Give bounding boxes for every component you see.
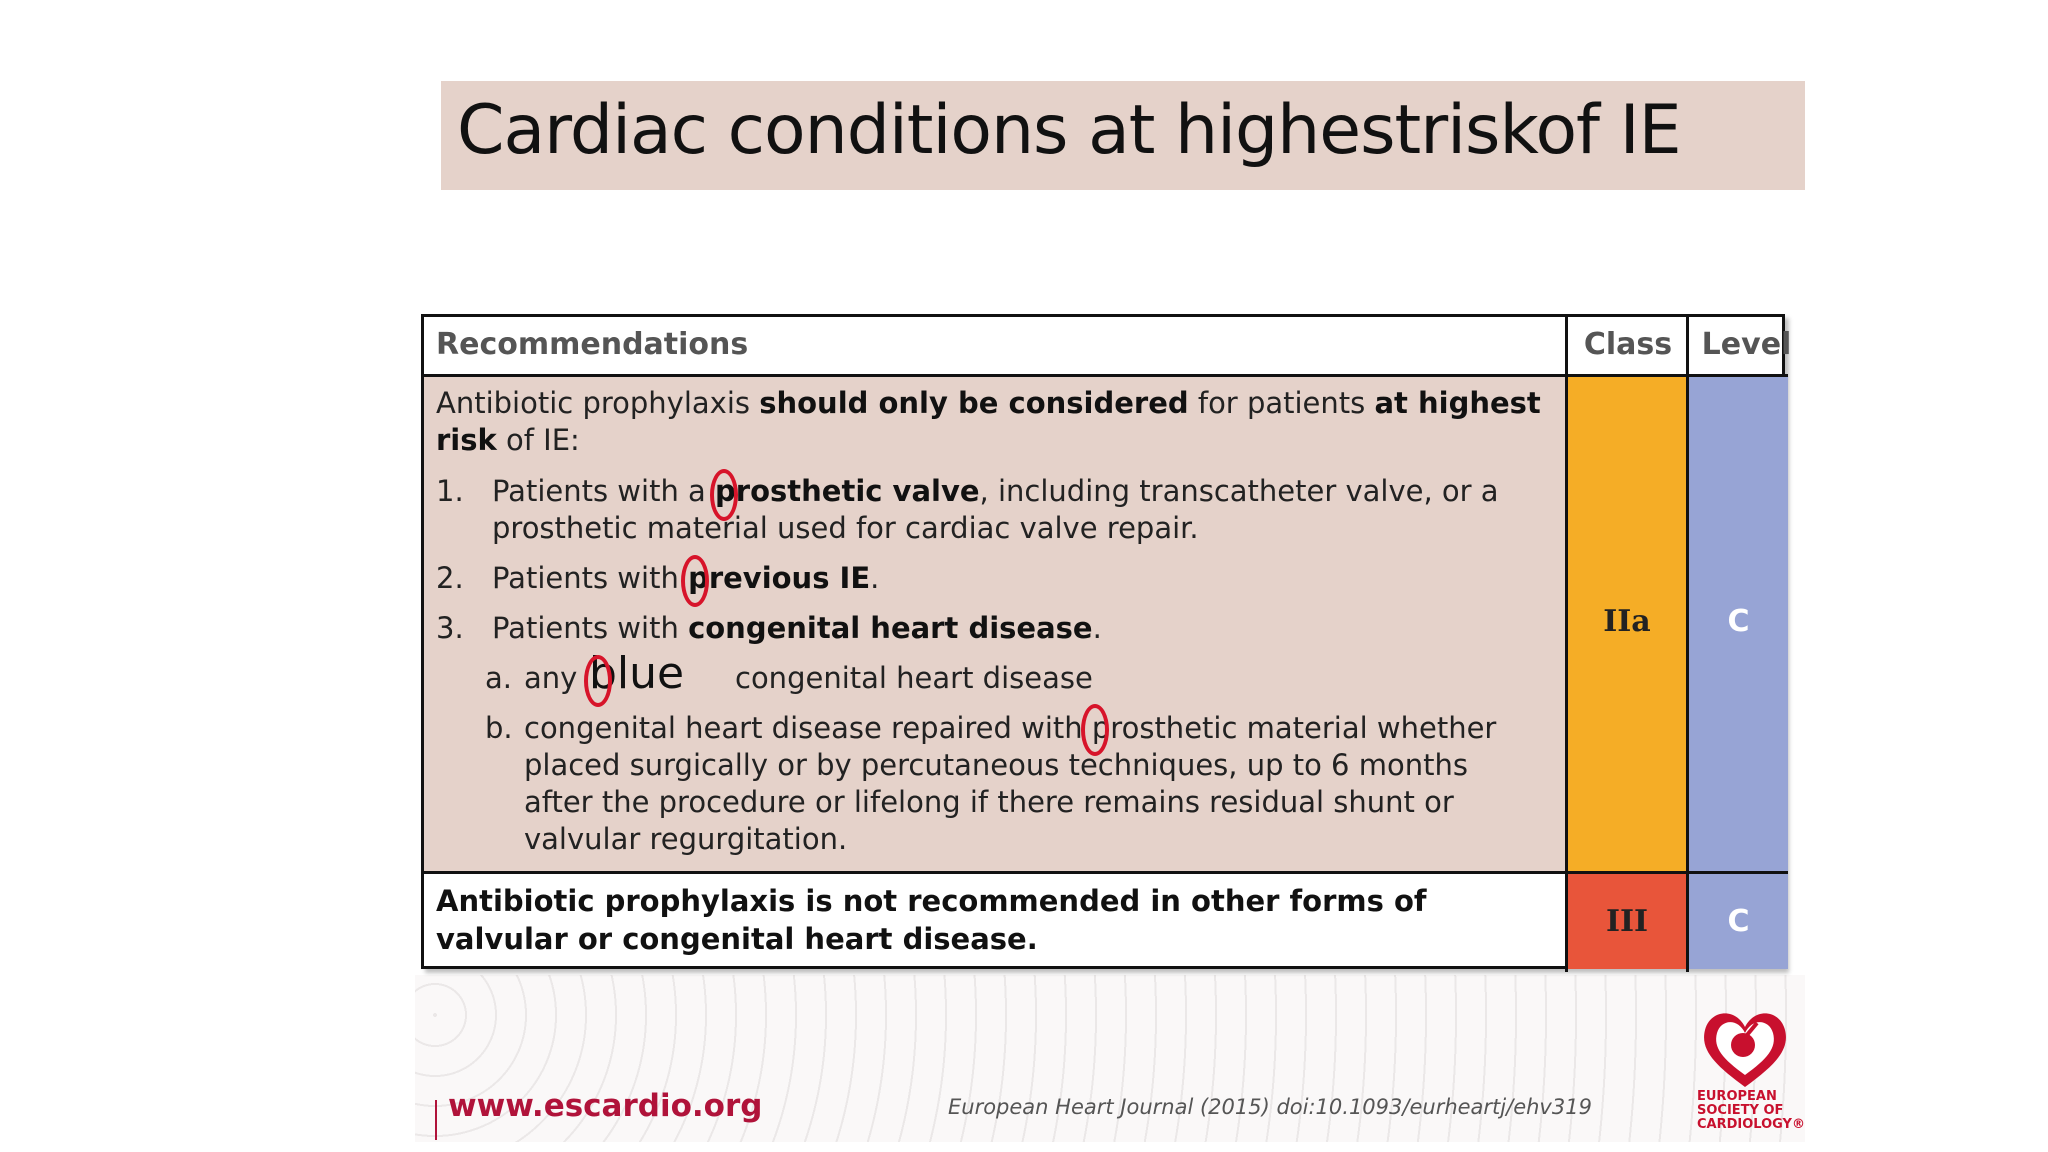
item2-pre: Patients with <box>492 561 689 595</box>
esc-logo-text: EUROPEAN SOCIETY OF CARDIOLOGY® <box>1697 1090 1805 1132</box>
item3-bold: congenital heart disease <box>688 611 1093 645</box>
esc-logo-line-3: CARDIOLOGY® <box>1697 1117 1805 1132</box>
item1-bold: prosthetic valve <box>715 474 980 508</box>
header-recommendations: Recommendations <box>436 327 749 362</box>
row1-intro: Antibiotic prophylaxis should only be co… <box>436 385 1561 459</box>
header-class: Class <box>1583 327 1673 362</box>
esc-logo-line-2: SOCIETY OF <box>1697 1103 1784 1118</box>
row2-class-value: III <box>1605 904 1649 939</box>
annotation-circle <box>584 655 612 707</box>
subitem-a-any: any <box>524 661 578 695</box>
esc-logo-line-1: EUROPEAN <box>1697 1089 1777 1104</box>
subitem-b-text: congenital heart disease repaired with p… <box>524 711 1497 856</box>
row1-level-value: C <box>1727 604 1750 639</box>
row2-level-cell <box>1689 874 1788 969</box>
item1-number: 1. <box>436 474 464 508</box>
item2-number: 2. <box>436 561 464 595</box>
intro-bold: at highest risk <box>436 386 1541 457</box>
slide-title-bar: Cardiac conditions at highestriskof IE <box>441 81 1805 190</box>
footer-url-link[interactable]: www.escardio.org <box>448 1088 763 1124</box>
item3-pre: Patients with <box>492 611 689 645</box>
row1-class-cell <box>1568 377 1686 871</box>
row1-class-value: IIa <box>1603 604 1651 639</box>
item2-text: Patients with previous IE. <box>492 560 879 597</box>
item2-post: . <box>870 561 880 595</box>
item3-post: . <box>1092 611 1102 645</box>
subitem-a-label: a. <box>485 661 512 695</box>
row2-class-cell <box>1568 874 1686 969</box>
col-divider-1 <box>1565 317 1568 972</box>
annotation-circle <box>681 555 709 607</box>
row1-level-cell <box>1689 377 1788 871</box>
item3-number: 3. <box>436 611 464 645</box>
header-level: Level <box>1701 327 1792 362</box>
esc-heart-logo-icon <box>1704 1013 1786 1087</box>
annotation-circle <box>710 469 738 521</box>
intro-bold: should only be considered <box>759 386 1189 420</box>
header-divider <box>424 374 1788 377</box>
col-divider-2 <box>1686 317 1689 972</box>
row-divider <box>424 871 1788 874</box>
footer-accent-bar <box>435 1100 437 1140</box>
item1-pre: Patients with a <box>492 474 716 508</box>
subitem-b-label: b. <box>485 711 513 745</box>
intro-text: Antibiotic prophylaxis <box>436 386 760 420</box>
item1-text: Patients with a prosthetic valve, includ… <box>492 473 1512 547</box>
row1-text-bg <box>424 377 1565 871</box>
recommendations-table: Recommendations Class Level Antibiotic p… <box>421 314 1791 972</box>
item1-post: , including transcatheter valve, or a pr… <box>492 474 1499 545</box>
intro-text: for patients <box>1188 386 1375 420</box>
item2-bold: previous IE <box>688 561 871 595</box>
item3-text: Patients with congenital heart disease. <box>492 610 1102 647</box>
footer-citation: European Heart Journal (2015) doi:10.109… <box>948 1095 1592 1119</box>
row2-text: Antibiotic prophylaxis is not recommende… <box>436 884 1427 956</box>
intro-text: of IE: <box>496 423 580 457</box>
background-pattern <box>415 975 1805 1142</box>
subitem-a-text: congenital heart disease <box>735 661 1093 695</box>
annotation-circle <box>1081 704 1109 756</box>
slide-title: Cardiac conditions at highestriskof IE <box>457 91 1682 170</box>
row2-level-value: C <box>1727 904 1750 939</box>
